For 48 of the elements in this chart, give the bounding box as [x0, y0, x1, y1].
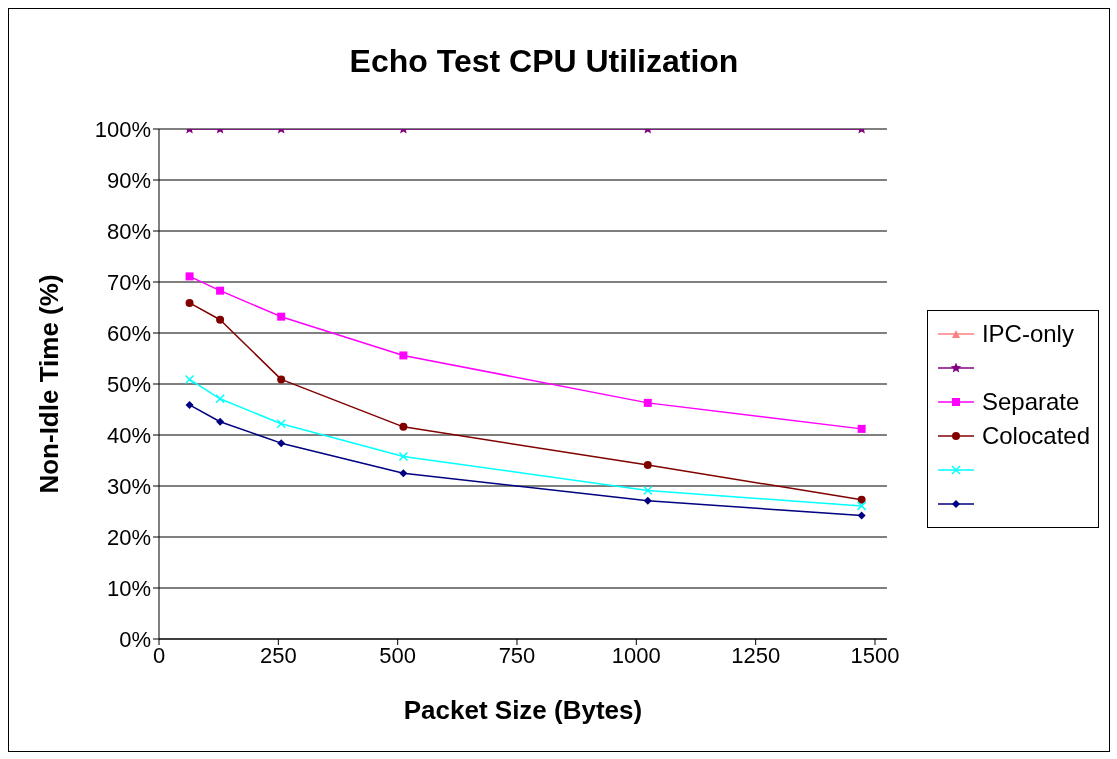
point [856, 501, 867, 511]
point [276, 419, 286, 429]
x-tick-label: 250 [259, 642, 297, 668]
x-tick-label: 1000 [611, 642, 661, 668]
point [216, 417, 225, 426]
point [857, 495, 866, 504]
point [857, 511, 866, 520]
point [643, 485, 653, 496]
x-tick-label: 500 [379, 642, 417, 668]
y-tick-label: 10% [106, 575, 151, 601]
y-tick-label: 40% [106, 422, 151, 448]
point [277, 439, 286, 448]
point [643, 461, 652, 470]
y-tick-label: 100% [94, 116, 151, 142]
point [185, 298, 194, 307]
point [216, 286, 225, 295]
x-axis-title: Packet Size (Bytes) [403, 695, 643, 725]
y-tick-label: 30% [106, 473, 151, 499]
y-tick-label: 20% [106, 524, 151, 550]
y-tick-label: 60% [106, 320, 151, 346]
chart-title: Echo Test CPU Utilization [349, 43, 739, 79]
point [277, 312, 286, 321]
y-tick-label: 50% [106, 371, 151, 397]
legend-label: Colocated [981, 422, 1090, 450]
point [399, 422, 408, 431]
y-tick-label: 70% [106, 269, 151, 295]
point [277, 375, 286, 384]
point [184, 374, 195, 385]
x-tick-label: 1500 [850, 642, 900, 668]
point [643, 398, 652, 407]
x-tick-label: 750 [498, 642, 536, 668]
point [399, 351, 408, 360]
legend-label: IPC-only [981, 320, 1074, 348]
y-tick-label: 80% [106, 218, 151, 244]
y-axis-title: Non-Idle Time (%) [34, 274, 65, 494]
x-tick-label: 1250 [731, 642, 781, 668]
point [185, 400, 194, 409]
y-tick-label: 90% [106, 167, 151, 193]
point [643, 496, 652, 505]
legend-label: Separate [981, 388, 1080, 416]
point [216, 315, 225, 324]
point [398, 451, 409, 462]
point [399, 469, 408, 478]
x-tick-label: 0 [152, 642, 166, 668]
y-tick-label: 0% [119, 626, 151, 652]
point [857, 424, 866, 433]
point [215, 394, 225, 404]
point [185, 272, 194, 281]
